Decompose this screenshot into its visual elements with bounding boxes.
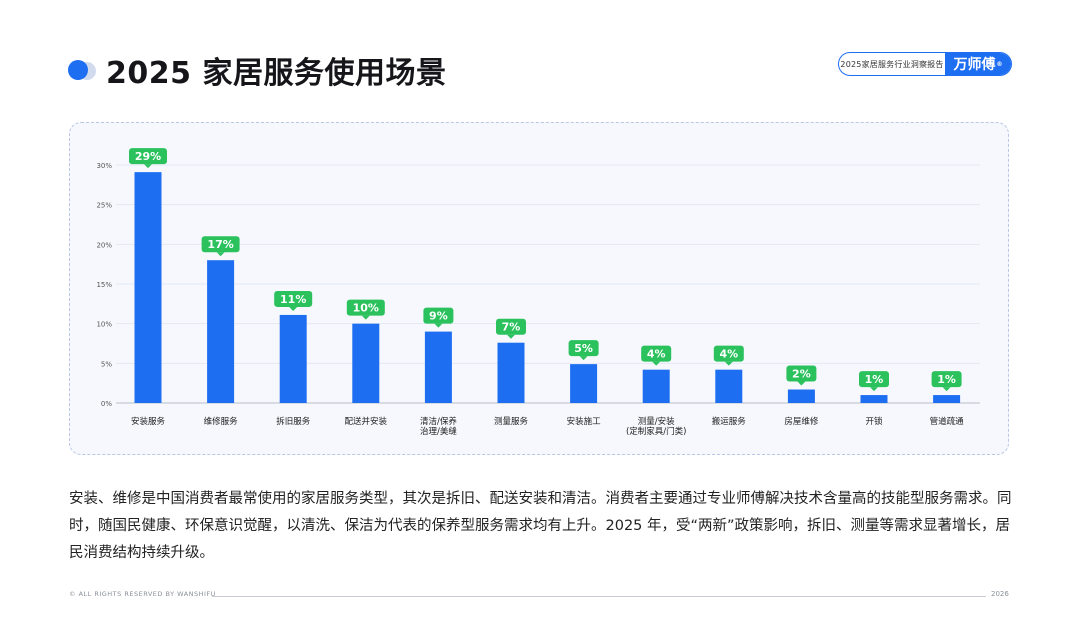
x-tick-label: 治理/美缝 (420, 426, 457, 437)
bar (570, 364, 598, 403)
data-label-pointer (434, 323, 443, 328)
x-tick-label: 开锁 (865, 416, 883, 427)
data-label: 4% (647, 348, 666, 361)
footer-year: 2026 (991, 590, 1009, 598)
data-label-badge (496, 318, 526, 335)
bar (860, 395, 888, 403)
brand-badge: 2025家居服务行业洞察报告 万师傅 ® (838, 52, 1012, 76)
data-label: 9% (429, 310, 448, 323)
data-label-badge (713, 345, 744, 362)
chart-panel: 0% 5% 10% 15% 20% 25% 30% 29% 安装服务 17% 维修服务 11% 拆旧服务… (69, 122, 1009, 455)
data-label: 1% (865, 373, 884, 386)
x-tick-label: 维修服务 (204, 416, 239, 427)
x-tick-label: 配送并安装 (345, 416, 388, 427)
data-label-pointer (144, 164, 152, 169)
data-label-pointer (289, 306, 298, 311)
bar (207, 260, 235, 403)
report-label: 2025家居服务行业洞察报告 (840, 59, 944, 69)
data-label-badge (274, 290, 313, 307)
data-label-pointer (216, 252, 225, 257)
y-tick-label: 15% (96, 281, 112, 289)
data-label-pointer (507, 334, 515, 339)
x-tick-label: 房屋维修 (784, 416, 819, 427)
data-label: 1% (937, 373, 956, 386)
bar (642, 369, 670, 403)
data-label: 11% (280, 293, 306, 306)
data-label-pointer (724, 361, 733, 366)
description-text: 安装、维修是中国消费者最常使用的家居服务类型，其次是拆旧、配送安装和清洁。消费者… (69, 491, 1012, 561)
data-label-badge (786, 365, 817, 382)
data-label: 10% (353, 302, 379, 315)
y-tick-label: 10% (96, 321, 112, 329)
x-tick-label: 安装服务 (131, 416, 166, 427)
x-tick-label: 拆旧服务 (276, 416, 311, 427)
data-label: 7% (502, 321, 521, 334)
bar (933, 395, 961, 403)
brand-logo: 万师傅 ® (945, 53, 1011, 75)
page-title: 2025 家居服务使用场景 (106, 56, 447, 91)
data-label: 17% (207, 238, 233, 251)
title-row: 2025 家居服务使用场景 (68, 44, 446, 96)
y-tick-label: 25% (96, 202, 112, 210)
data-label-badge (859, 371, 889, 388)
data-label-pointer (361, 315, 370, 320)
bar-chart: 0% 5% 10% 15% 20% 25% 30% 29% 安装服务 17% 维修服务 11% 拆旧服务… (96, 148, 980, 437)
data-label-badge (346, 299, 385, 316)
data-label: 29% (135, 150, 161, 163)
data-label-pointer (652, 361, 661, 366)
y-tick-label: 30% (96, 162, 112, 170)
y-tick-label: 5% (101, 360, 112, 368)
bar (424, 331, 452, 403)
bar (787, 389, 815, 403)
x-tick-label: (定制家具/门类) (626, 426, 687, 437)
data-label-badge (931, 371, 962, 388)
data-label: 2% (792, 368, 811, 381)
x-tick-label: 安装施工 (567, 416, 602, 427)
copyright-text: © ALL RIGHTS RESERVED BY WANSHIFU (69, 590, 216, 598)
x-tick-label: 测量服务 (494, 416, 529, 427)
data-label: 5% (574, 342, 593, 355)
x-tick-label: 搬运服务 (712, 416, 747, 427)
bar (134, 172, 162, 403)
x-tick-label: 测量/安装 (638, 416, 675, 427)
bar (279, 314, 307, 403)
bar (715, 369, 743, 403)
data-label-pointer (942, 387, 951, 392)
bar (352, 323, 380, 403)
data-label-badge (423, 307, 454, 324)
data-label-pointer (579, 356, 588, 361)
brand-name: 万师傅 (953, 57, 996, 73)
brand-registered-mark: ® (996, 60, 1003, 68)
data-label-badge (201, 236, 240, 253)
title-bullet-icon (68, 52, 104, 88)
x-tick-label: 清洁/保养 (420, 416, 457, 427)
data-label-badge (641, 345, 672, 362)
data-label-pointer (870, 387, 878, 392)
y-tick-label: 0% (101, 400, 112, 408)
data-label-badge (568, 340, 599, 357)
bar (497, 342, 525, 403)
y-tick-label: 20% (96, 241, 112, 249)
x-tick-label: 管道疏通 (930, 416, 965, 427)
data-label-badge (129, 148, 167, 165)
data-label-pointer (797, 381, 806, 386)
data-label: 4% (719, 348, 738, 361)
footer-divider (212, 596, 986, 597)
